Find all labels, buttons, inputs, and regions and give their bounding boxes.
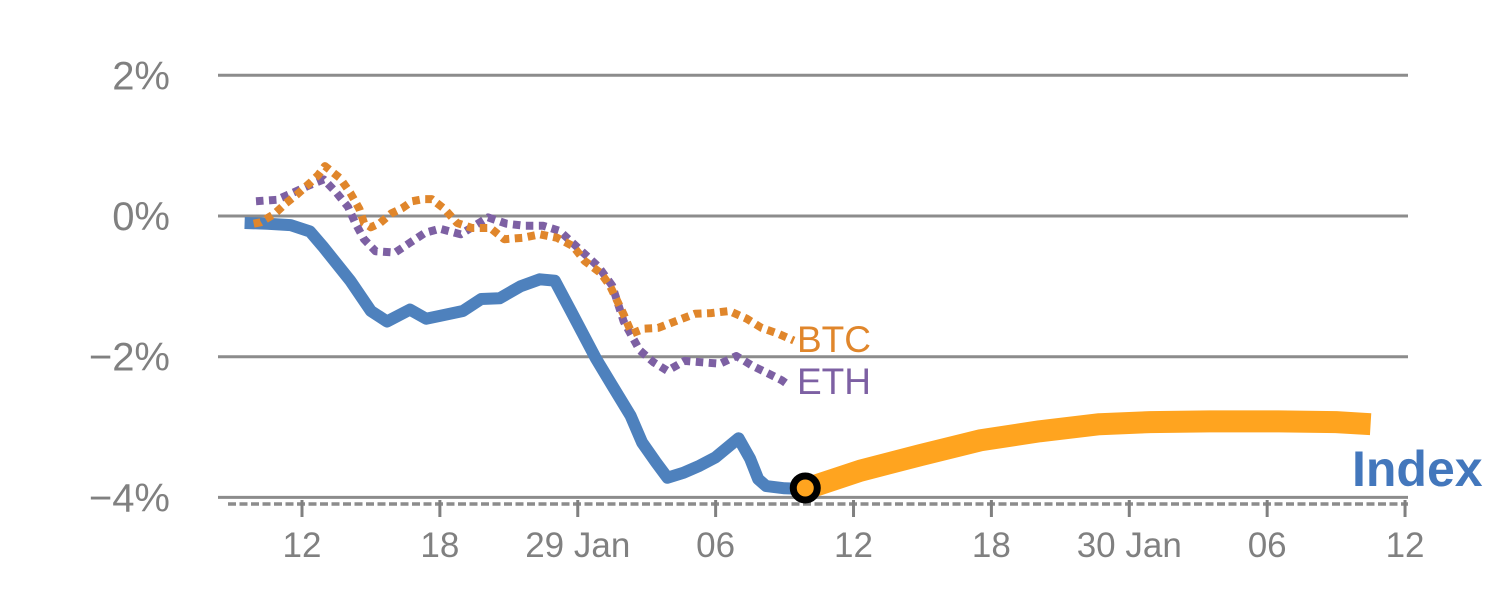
x-axis-tick-label: 30 Jan [1077,526,1182,565]
x-axis-tick-label: 12 [834,526,873,565]
index-forecast-line [801,410,1372,500]
eth-series-label: ETH [797,361,871,402]
forecast-start-marker [789,472,821,504]
x-axis-tick-label: 06 [696,526,735,565]
x-axis-tick-label: 12 [283,526,322,565]
crypto-index-performance-chart: 2% 0% −2% −4% 12 18 29 Jan 06 12 18 30 Jan 06 12 BTC… [40,16,1500,616]
y-axis-tick-label: 2% [112,54,170,98]
btc-line [252,162,796,345]
y-axis-tick-label: −4% [89,476,170,520]
y-axis-tick-label: −2% [89,336,170,380]
x-axis-tick-label: 29 Jan [525,526,630,565]
x-axis-tick-label: 18 [972,526,1011,565]
btc-series-label: BTC [797,319,871,360]
index-series-label: Index [1352,441,1483,497]
chart-canvas: 2% 0% −2% −4% 12 18 29 Jan 06 12 18 30 Jan 06 12 [89,54,1425,565]
x-axis-tick-label: 12 [1386,526,1425,565]
index-history-line [244,217,806,495]
x-axis-tick-label: 18 [420,526,459,565]
x-axis-tick-label: 06 [1248,526,1287,565]
y-axis-tick-label: 0% [112,195,170,239]
eth-line [255,175,792,389]
